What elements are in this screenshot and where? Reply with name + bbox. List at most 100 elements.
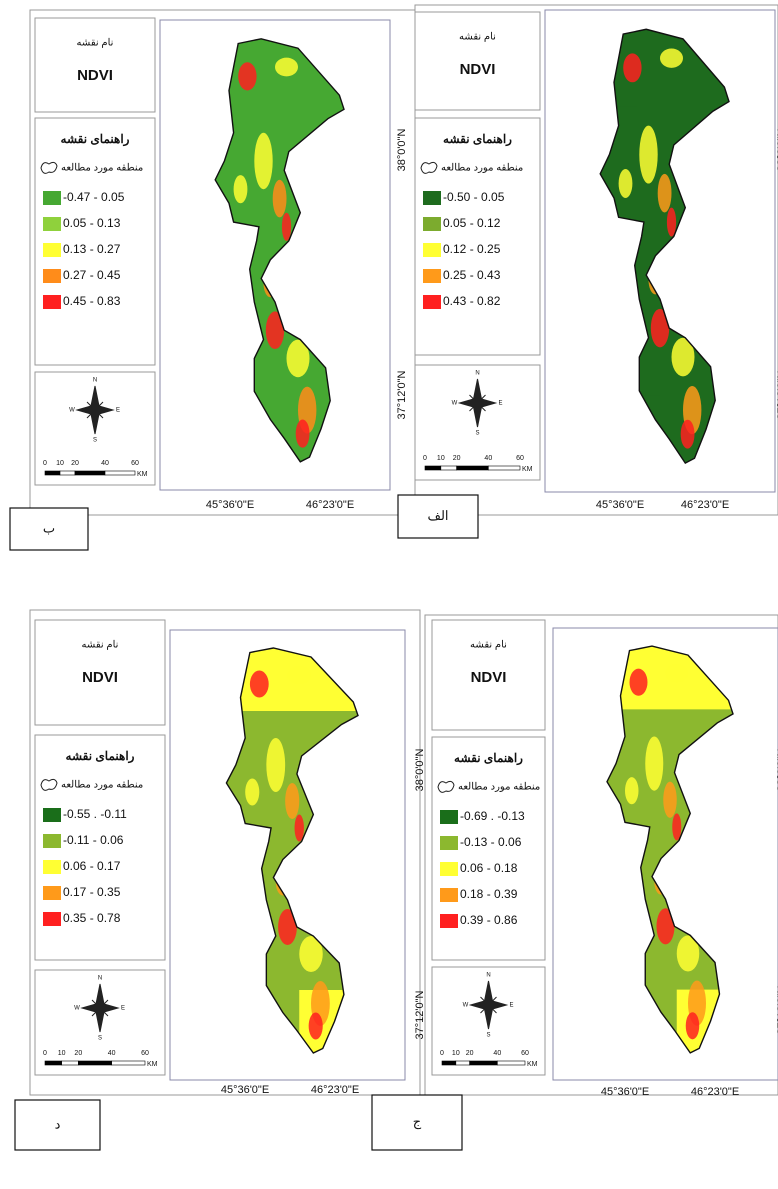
scale-bar-segment [455,1060,470,1066]
north-arrow [468,980,509,1030]
region-patch [281,212,292,241]
map-name-box [414,11,541,111]
y-coordinate-label: 38°0'0"N [776,129,778,172]
region-patch [666,207,677,237]
panel-letter-box [14,1099,101,1151]
compass-letter: N [475,371,479,377]
legend-swatch [440,836,458,850]
x-coordinate-label: 45°36'0"E [221,1084,269,1096]
legend-label: 0.45 - 0.83 [63,294,121,308]
study-area-icon [40,161,58,174]
panel-letter: ج [413,1114,422,1130]
compass-letter: E [509,1003,513,1009]
study-area-icon [40,778,58,791]
legend-swatch [43,886,61,900]
region-patch [672,813,682,841]
scale-bar-segment [111,1060,146,1066]
study-area-label: منطقه مورد مطالعه [441,163,523,174]
region-patch [254,132,273,190]
legend-swatch [423,295,441,309]
legend-label: 0.18 - 0.39 [460,887,518,901]
scale-label: 0 [43,1050,47,1057]
map-panel: نام نقشه NDVI راهنمای نقشه منطقه مورد مطالع… [9,9,416,551]
scale-label: 20 [466,1050,474,1057]
map-name-box [34,619,166,726]
legend-label: -0.50 - 0.05 [443,190,505,204]
y-coordinate-label: 38°0'0"N [414,749,426,792]
study-area-label: منطقه مورد مطالعه [61,780,143,791]
region-patch [645,736,664,791]
region-patch [618,169,633,198]
compass-letter: S [93,438,97,444]
legend-box [34,117,156,366]
region-patch [249,670,269,698]
legend-box [414,117,541,356]
scale-bar-segment [74,470,106,476]
y-coordinate-label: 38°0'0"N [396,129,408,172]
region-outline [225,647,359,1054]
scale-label: 60 [131,460,139,467]
legend-label: -0.55 . -0.11 [63,807,127,821]
region-patch [660,48,683,68]
legend-swatch [43,808,61,822]
map-name: NDVI [460,61,496,78]
region-patch [272,179,287,218]
region-patch [680,419,695,449]
legend-label: 0.27 - 0.45 [63,268,121,282]
scale-bar-segment [44,470,61,476]
legend-label: 0.39 - 0.86 [460,913,518,927]
panel-letter-box [9,507,89,551]
region-patch [308,1012,323,1040]
scale-label: 20 [71,460,79,467]
legend-swatch [423,269,441,283]
north-arrow [457,378,498,428]
map-name: NDVI [77,67,113,84]
legend-swatch [43,269,61,283]
scale-bar-segment [61,1060,79,1066]
legend-label: -0.13 - 0.06 [460,835,522,849]
scale-label: 20 [74,1050,82,1057]
legend-title: راهنمای نقشه [443,132,512,147]
panel-letter: الف [427,508,448,523]
scale-label: 0 [423,455,427,462]
scale-bar-segment [456,465,489,471]
compass-letter: N [98,976,102,982]
compass-letter: W [74,1006,80,1012]
scale-label: 10 [452,1050,460,1057]
region-patch [671,337,695,377]
scale-bar-segment [441,1060,457,1066]
map-panel: نام نقشه NDVI راهنمای نقشه منطقه مورد مطالع… [397,4,778,539]
scale-bar-segment [440,465,457,471]
region-patch [650,308,670,348]
map-name: NDVI [82,669,118,686]
y-coordinate-label: 37°12'0"N [396,370,408,419]
scale-label: 0 [43,460,47,467]
region-patch [287,666,311,684]
map-name-box [431,619,546,731]
legend-swatch [440,888,458,902]
map-panel: نام نقشه NDVI راهنمای نقشه منطقه مورد مطالع… [371,614,778,1151]
legend-label: -0.69 . -0.13 [460,809,525,823]
legend-swatch [43,217,61,231]
scale-label: 40 [484,455,492,462]
scale-label: 0 [440,1050,444,1057]
y-coordinate-label: 38°0'0"N [776,749,778,792]
map-panel: نام نقشه NDVI راهنمای نقشه منطقه مورد مطالع… [14,609,426,1151]
region-patch [665,664,688,683]
legend-title: راهنمای نقشه [454,751,523,766]
compass-letter: N [93,378,97,384]
legend-swatch [440,862,458,876]
region-patch [639,125,658,184]
x-coordinate-label: 45°36'0"E [206,499,254,511]
map-name-box [34,17,156,113]
compass-letter: N [486,973,490,979]
scale-bar-segment [497,1060,526,1066]
legend-swatch [43,834,61,848]
region-patch [656,908,675,945]
scale-label: 10 [56,460,64,467]
region-patch [295,419,310,448]
compass-letter: S [98,1036,102,1042]
study-region [226,648,358,1053]
legend-label: -0.11 - 0.06 [63,833,124,847]
